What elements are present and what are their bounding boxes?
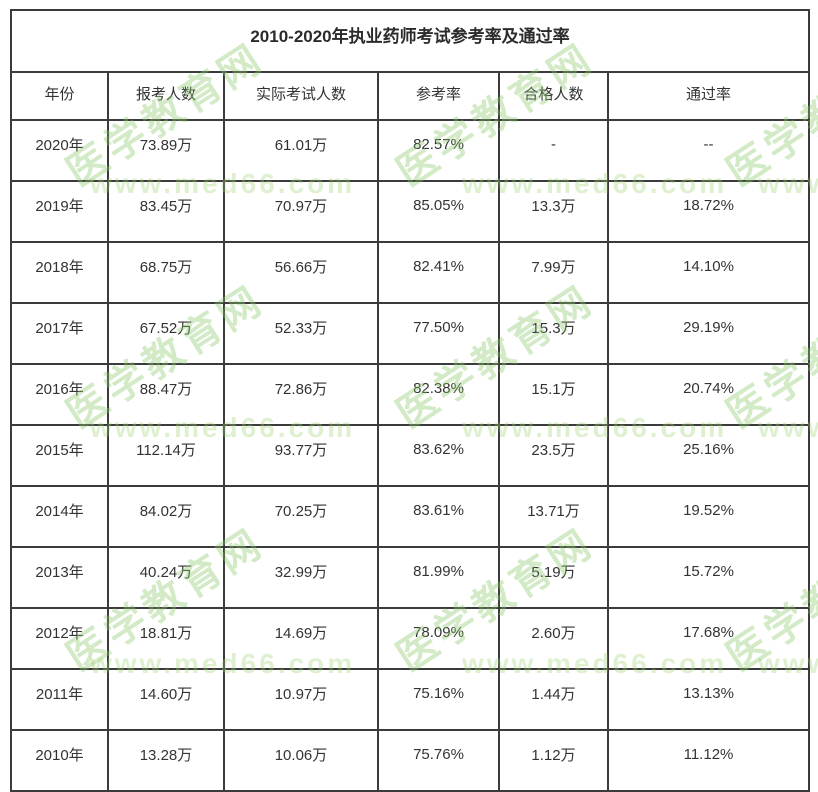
table-row: 2010年 13.28万 10.06万 75.76% 1.12万 11.12% <box>10 729 810 792</box>
column-header: 合格人数 <box>498 71 609 121</box>
value-cell: 18.81万 <box>107 607 225 670</box>
value-cell: 11.12% <box>607 729 810 792</box>
value-cell: 75.76% <box>377 729 500 792</box>
value-cell: 2.60万 <box>498 607 609 670</box>
value-cell: 13.28万 <box>107 729 225 792</box>
year-cell: 2019年 <box>10 180 109 243</box>
value-cell: 40.24万 <box>107 546 225 609</box>
value-cell: 68.75万 <box>107 241 225 304</box>
column-header: 通过率 <box>607 71 810 121</box>
value-cell: 1.44万 <box>498 668 609 731</box>
value-cell: 32.99万 <box>223 546 379 609</box>
value-cell: 83.62% <box>377 424 500 487</box>
table-row: 2013年 40.24万 32.99万 81.99% 5.19万 15.72% <box>10 546 810 609</box>
value-cell: 17.68% <box>607 607 810 670</box>
table-row: 2014年 84.02万 70.25万 83.61% 13.71万 19.52% <box>10 485 810 548</box>
table-row: 2016年 88.47万 72.86万 82.38% 15.1万 20.74% <box>10 363 810 426</box>
value-cell: 25.16% <box>607 424 810 487</box>
value-cell: 14.69万 <box>223 607 379 670</box>
value-cell: 5.19万 <box>498 546 609 609</box>
value-cell: 20.74% <box>607 363 810 426</box>
value-cell: 82.41% <box>377 241 500 304</box>
table-row: 2019年 83.45万 70.97万 85.05% 13.3万 18.72% <box>10 180 810 243</box>
value-cell: 82.57% <box>377 119 500 182</box>
year-cell: 2010年 <box>10 729 109 792</box>
value-cell: 7.99万 <box>498 241 609 304</box>
table-title: 2010-2020年执业药师考试参考率及通过率 <box>10 9 810 73</box>
value-cell: 19.52% <box>607 485 810 548</box>
value-cell: 61.01万 <box>223 119 379 182</box>
table-row: 2020年 73.89万 61.01万 82.57% - -- <box>10 119 810 182</box>
value-cell: 15.3万 <box>498 302 609 365</box>
value-cell: 78.09% <box>377 607 500 670</box>
value-cell: - <box>498 119 609 182</box>
table-row: 2018年 68.75万 56.66万 82.41% 7.99万 14.10% <box>10 241 810 304</box>
value-cell: 18.72% <box>607 180 810 243</box>
value-cell: 70.97万 <box>223 180 379 243</box>
value-cell: 14.10% <box>607 241 810 304</box>
value-cell: 85.05% <box>377 180 500 243</box>
value-cell: 52.33万 <box>223 302 379 365</box>
column-header: 实际考试人数 <box>223 71 379 121</box>
value-cell: 13.71万 <box>498 485 609 548</box>
year-cell: 2014年 <box>10 485 109 548</box>
value-cell: 75.16% <box>377 668 500 731</box>
year-cell: 2018年 <box>10 241 109 304</box>
year-cell: 2017年 <box>10 302 109 365</box>
value-cell: 112.14万 <box>107 424 225 487</box>
value-cell: 81.99% <box>377 546 500 609</box>
year-cell: 2015年 <box>10 424 109 487</box>
value-cell: 10.97万 <box>223 668 379 731</box>
value-cell: 15.72% <box>607 546 810 609</box>
table-row: 2017年 67.52万 52.33万 77.50% 15.3万 29.19% <box>10 302 810 365</box>
year-cell: 2016年 <box>10 363 109 426</box>
value-cell: 13.3万 <box>498 180 609 243</box>
value-cell: 29.19% <box>607 302 810 365</box>
value-cell: 70.25万 <box>223 485 379 548</box>
table-header-row: 年份 报考人数 实际考试人数 参考率 合格人数 通过率 <box>10 71 810 121</box>
value-cell: 72.86万 <box>223 363 379 426</box>
value-cell: 23.5万 <box>498 424 609 487</box>
value-cell: 1.12万 <box>498 729 609 792</box>
year-cell: 2011年 <box>10 668 109 731</box>
exam-stats-table: 2010-2020年执业药师考试参考率及通过率 年份 报考人数 实际考试人数 参考率合… <box>10 9 810 792</box>
value-cell: 67.52万 <box>107 302 225 365</box>
value-cell: 83.45万 <box>107 180 225 243</box>
value-cell: 14.60万 <box>107 668 225 731</box>
table-title-row: 2010-2020年执业药师考试参考率及通过率 <box>10 9 810 73</box>
value-cell: 84.02万 <box>107 485 225 548</box>
year-cell: 2013年 <box>10 546 109 609</box>
value-cell: -- <box>607 119 810 182</box>
value-cell: 73.89万 <box>107 119 225 182</box>
value-cell: 15.1万 <box>498 363 609 426</box>
table-row: 2012年 18.81万 14.69万 78.09% 2.60万 17.68% <box>10 607 810 670</box>
value-cell: 88.47万 <box>107 363 225 426</box>
value-cell: 93.77万 <box>223 424 379 487</box>
table-row: 2011年 14.60万 10.97万 75.16% 1.44万 13.13% <box>10 668 810 731</box>
year-cell: 2012年 <box>10 607 109 670</box>
value-cell: 77.50% <box>377 302 500 365</box>
table-row: 2015年 112.14万 93.77万 83.62% 23.5万 25.16% <box>10 424 810 487</box>
value-cell: 83.61% <box>377 485 500 548</box>
year-cell: 2020年 <box>10 119 109 182</box>
column-header: 年份 <box>10 71 109 121</box>
column-header: 参考率 <box>377 71 500 121</box>
value-cell: 13.13% <box>607 668 810 731</box>
value-cell: 10.06万 <box>223 729 379 792</box>
value-cell: 82.38% <box>377 363 500 426</box>
column-header: 报考人数 <box>107 71 225 121</box>
value-cell: 56.66万 <box>223 241 379 304</box>
